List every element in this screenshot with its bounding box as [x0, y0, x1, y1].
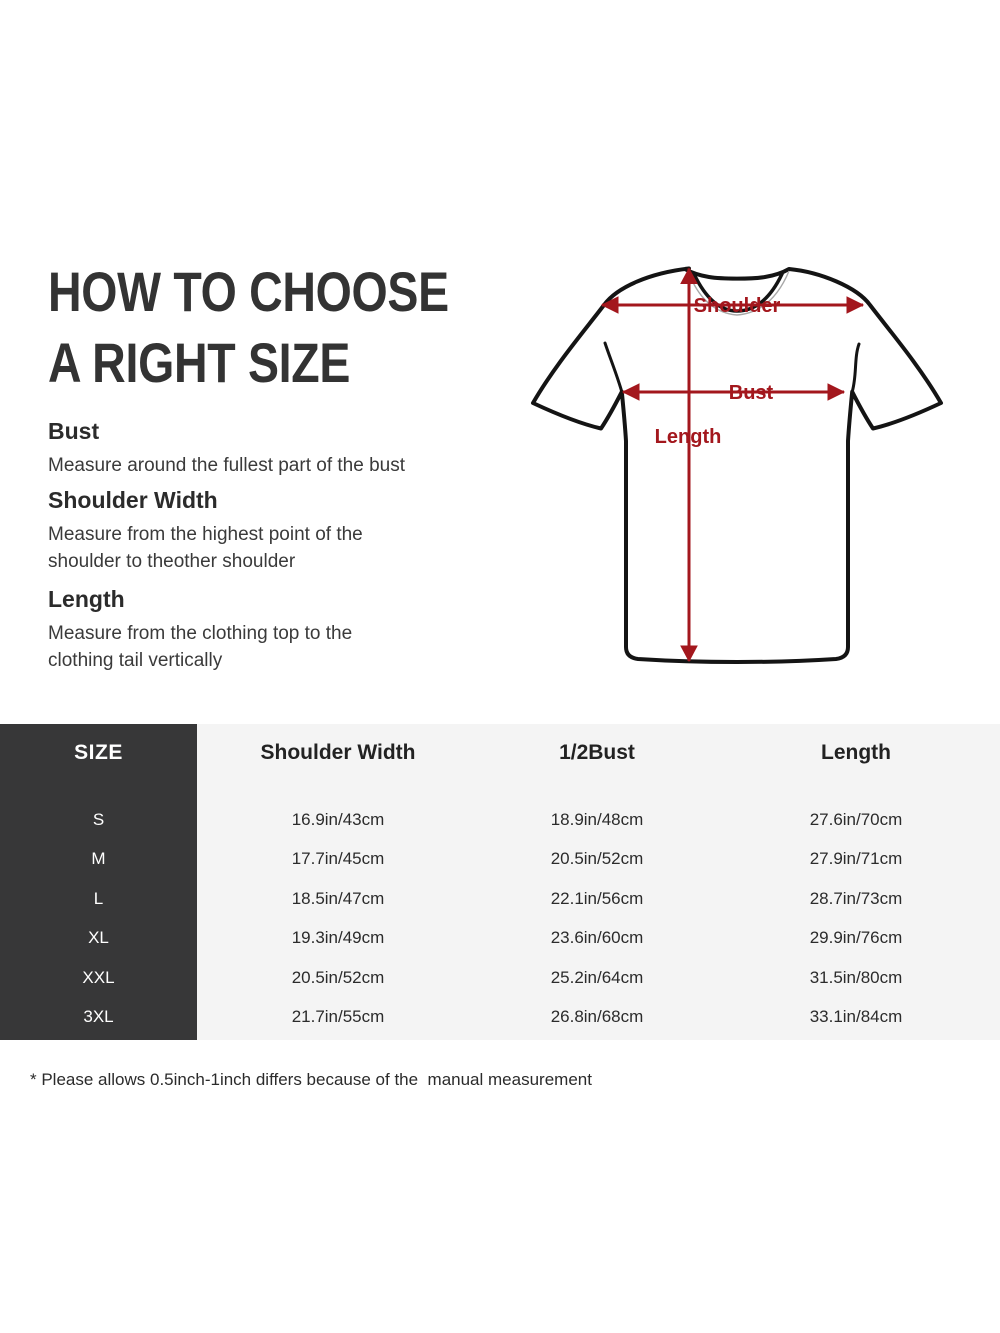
svg-text:Bust: Bust — [729, 382, 774, 404]
svg-text:Length: Length — [655, 426, 722, 448]
svg-text:Shoulder: Shoulder — [694, 295, 781, 317]
